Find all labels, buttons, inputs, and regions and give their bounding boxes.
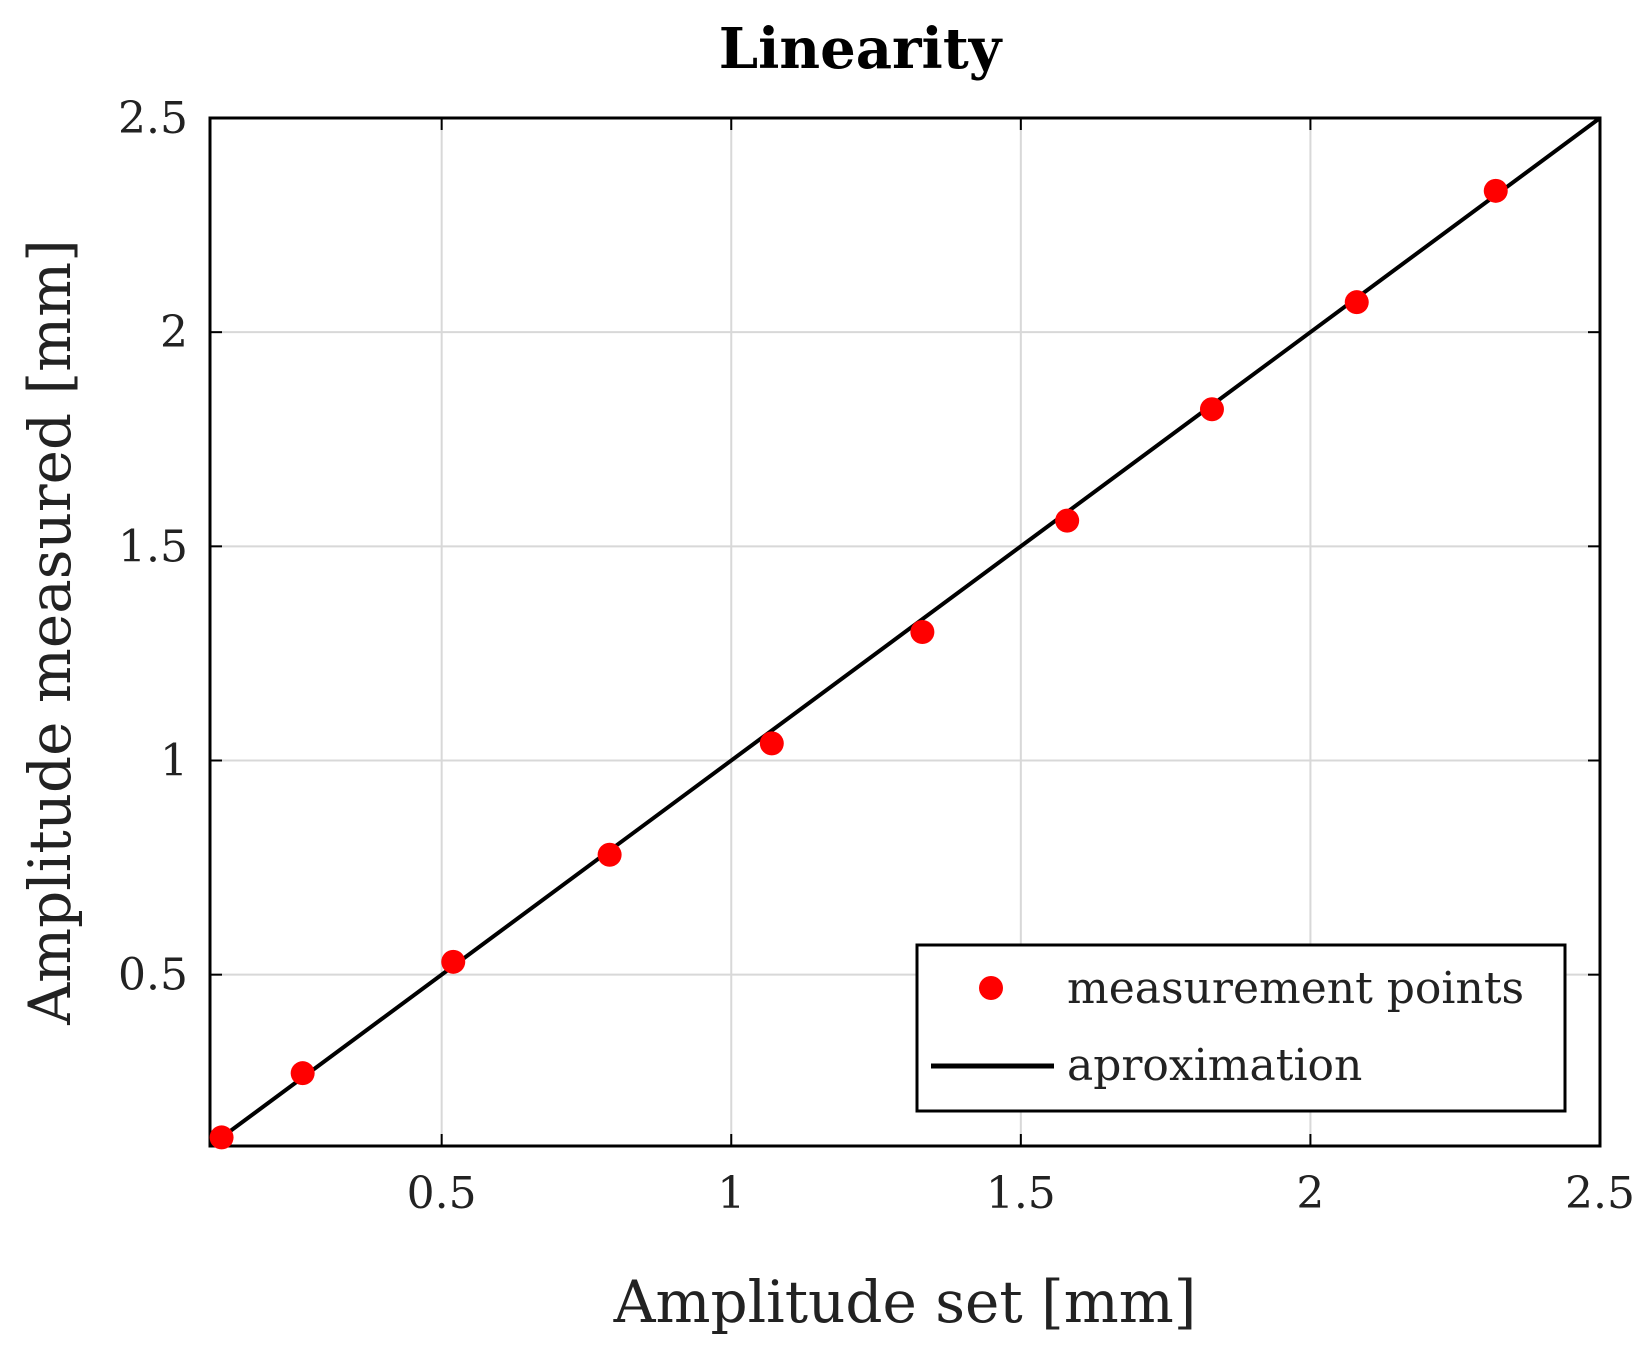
measurement-point [1483,178,1508,203]
measurement-point [209,1125,234,1150]
y-axis-label: Amplitude measured [mm] [16,239,84,1026]
legend-label-measurement-points: measurement points [1067,963,1524,1014]
x-tick-label: 0.5 [407,1168,477,1219]
measurement-point [1344,290,1369,315]
x-tick-label: 2 [1296,1168,1324,1219]
plot-frame [208,116,1602,1148]
legend-box [915,943,1567,1113]
measurement-points [209,178,1508,1150]
measurement-point [910,620,935,644]
measurement-point [1199,397,1224,422]
legend-marker-measurement-points [979,976,1003,1000]
measurement-point [1055,508,1080,533]
y-tick-labels: 0.5 1 1.5 2 2.5 [118,93,188,1001]
y-tick-label: 1.5 [118,521,188,572]
x-axis-label: Amplitude set [mm] [613,1268,1197,1336]
legend-label-aproximation: aproximation [1067,1040,1362,1091]
legend: measurement points aproximation [915,943,1567,1113]
x-tick-labels: 0.5 1 1.5 2 2.5 [407,1168,1635,1219]
aproximation-line [208,116,1602,1148]
x-tick-label: 1 [717,1168,745,1219]
x-tick-label: 1.5 [986,1168,1056,1219]
axis-ticks [210,117,1601,1146]
measurement-point [441,949,466,974]
measurement-point [759,731,784,756]
y-tick-label: 2 [160,307,188,358]
y-tick-label: 0.5 [118,950,188,1001]
y-tick-label: 1 [160,736,188,787]
y-tick-label: 2.5 [118,93,188,144]
measurement-point [597,842,622,867]
chart-title: Linearity [719,16,1003,82]
measurement-point [290,1061,315,1086]
x-tick-label: 2.5 [1565,1168,1635,1219]
